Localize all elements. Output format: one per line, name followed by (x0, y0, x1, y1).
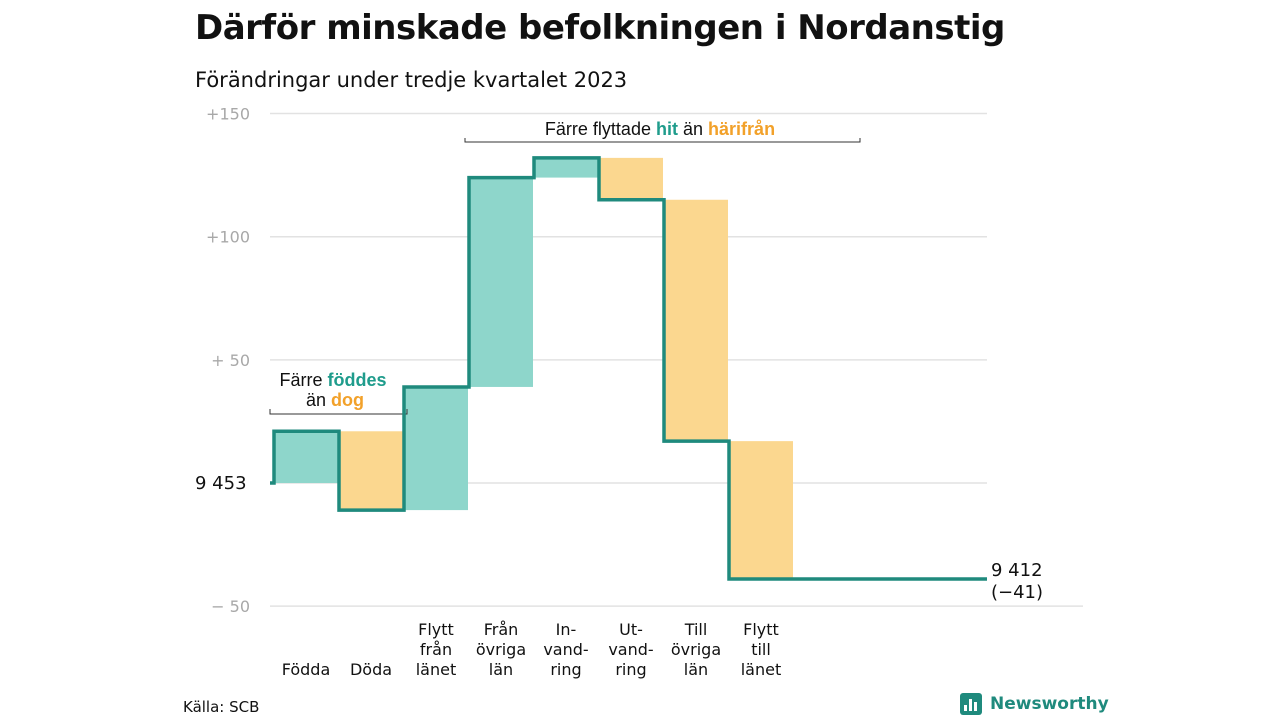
waterfall-bar (729, 441, 793, 580)
category-label: Flytt till länet (741, 620, 782, 679)
waterfall-bar (404, 386, 468, 511)
waterfall-bar (599, 157, 663, 200)
waterfall-bar (274, 431, 338, 483)
category-label: Ut-vand-ring (608, 620, 653, 679)
brand-name: Newsworthy (990, 694, 1109, 714)
bar-chart-icon (960, 693, 982, 715)
y-tick-label: − 50 (211, 597, 250, 616)
chart-subtitle: Förändringar under tredje kvartalet 2023 (195, 68, 628, 92)
waterfall-bar (469, 177, 533, 387)
waterfall-bar (664, 199, 728, 442)
y-tick-label: + 50 (211, 351, 250, 370)
category-label: Döda (350, 660, 392, 679)
end-value-label: 9 412 (991, 560, 1043, 581)
waterfall-bar (339, 431, 403, 511)
annotation-migration-line: Färre flyttade hit än härifrån (545, 119, 775, 139)
category-label: In-vand-ring (543, 620, 588, 679)
annotation-births-line1: Färre föddes (279, 370, 386, 390)
annotation-births-bracket (269, 409, 408, 415)
category-label: Flytt från länet (416, 620, 457, 679)
annotation-migration-bracket (464, 138, 861, 143)
category-label: Till övriga län (671, 620, 721, 679)
waterfall-bar (534, 157, 598, 178)
category-label: Från övriga län (476, 620, 526, 679)
source-note: Källa: SCB (183, 698, 260, 716)
cumulative-step-line (270, 156, 987, 581)
end-change-label: (−41) (991, 582, 1043, 603)
y-tick-label: +150 (206, 105, 250, 124)
annotation-births-line2: än dog (306, 390, 364, 410)
chart-title: Därför minskade befolkningen i Nordansti… (195, 8, 1005, 48)
newsworthy-logo: Newsworthy (960, 693, 1109, 715)
y-tick-label: +100 (206, 228, 250, 247)
start-value-label: 9 453 (195, 473, 247, 494)
category-label: Födda (282, 660, 331, 679)
